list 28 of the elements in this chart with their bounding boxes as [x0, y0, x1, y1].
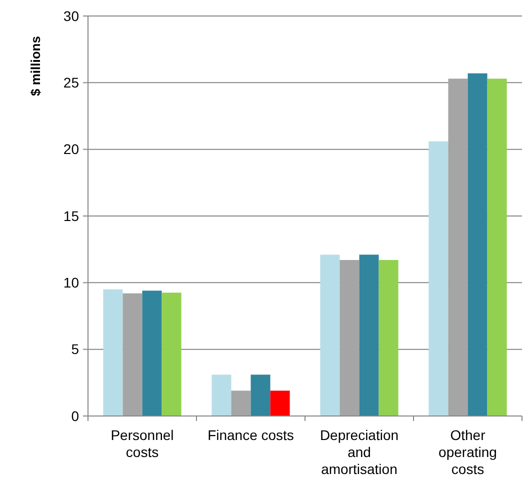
y-tick-label: 10 [63, 274, 80, 291]
y-tick-label: 5 [71, 341, 80, 358]
bar [231, 390, 251, 416]
x-tick-label: Other operating costs [438, 427, 497, 477]
x-tick-label: Depreciation and amortisation [320, 427, 399, 477]
bar [212, 374, 232, 416]
bar [270, 390, 290, 416]
bar [428, 141, 448, 416]
y-tick-label: 30 [63, 8, 80, 24]
bar [103, 289, 123, 416]
y-axis-title: $ millions [28, 36, 43, 96]
y-tick-label: 15 [63, 208, 80, 224]
bar [468, 73, 488, 416]
bar [487, 78, 507, 416]
bar [162, 292, 182, 416]
y-tick-label: 25 [63, 74, 80, 91]
bar [142, 290, 162, 416]
y-tick-label: 0 [71, 408, 80, 424]
bar [250, 374, 270, 416]
x-tick-label: Finance costs [208, 427, 294, 443]
bar [378, 260, 398, 416]
bar [359, 254, 379, 416]
bar [122, 293, 142, 416]
x-tick-label: Personnel costs [110, 427, 174, 460]
bar [340, 260, 360, 416]
y-tick-label: 20 [63, 141, 80, 158]
bar [448, 78, 468, 416]
bar [320, 254, 340, 416]
